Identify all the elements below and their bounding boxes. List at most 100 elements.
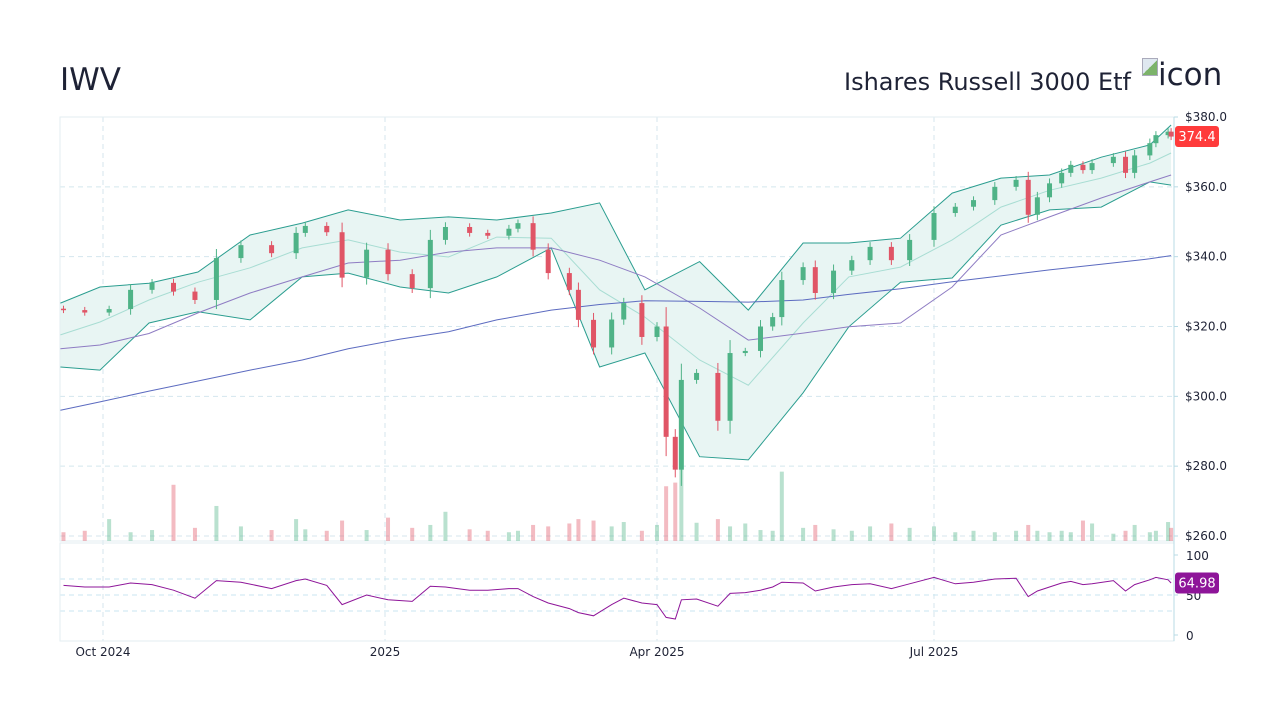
volume-bar (506, 532, 511, 541)
volume-bar (992, 532, 997, 541)
volume-bar (238, 526, 243, 541)
rsi-pane-frame (59, 542, 1175, 642)
candle-body (779, 280, 785, 318)
candle-body (770, 317, 776, 327)
volume-bar (813, 524, 818, 541)
candle-body (171, 282, 176, 292)
fund-name: Ishares Russell 3000 Etf (843, 68, 1131, 96)
volume-bar (1111, 533, 1116, 541)
candle-body (128, 289, 134, 310)
volume-bar (664, 486, 669, 541)
volume-bar (294, 519, 299, 541)
candle-body (1080, 164, 1086, 171)
volume-bar (82, 530, 87, 541)
price-tick-label: $380.0 (1185, 110, 1227, 124)
volume-bar (515, 530, 520, 541)
candle-body (442, 226, 448, 240)
volume-bar (971, 530, 976, 541)
volume-bar (1147, 532, 1152, 541)
candle-body (715, 372, 721, 421)
last-price-badge (1175, 126, 1219, 148)
candle-body (1132, 155, 1138, 173)
volume-bar (386, 517, 391, 541)
volume-bar (801, 527, 806, 541)
candle-body (831, 270, 837, 293)
volume-bar (932, 526, 936, 541)
volume-bar (1132, 524, 1137, 541)
volume-bar (907, 527, 912, 541)
volume-bar (953, 532, 958, 541)
candle-body (1059, 172, 1065, 184)
candle-body (485, 232, 491, 236)
candle-body (849, 260, 855, 271)
volume-bars (61, 468, 1174, 541)
candle-body (467, 226, 473, 233)
volume-bar (61, 532, 66, 541)
volume-bar (779, 471, 784, 541)
volume-bar (485, 530, 490, 541)
candlesticks (60, 128, 1174, 486)
candle-body (1165, 131, 1171, 136)
price-tick-label: $280.0 (1185, 459, 1227, 473)
candle-body (149, 282, 155, 290)
candle-body (1047, 183, 1053, 198)
sma200-line (60, 255, 1172, 411)
volume-bar (428, 524, 433, 541)
rsi-value-badge (1175, 572, 1219, 594)
candle-body (427, 239, 433, 289)
volume-bar (171, 484, 176, 541)
volume-bar (410, 527, 415, 541)
rsi-value-label: 64.98 (1178, 577, 1215, 592)
candle-body (530, 223, 536, 250)
candle-body (694, 372, 700, 380)
volume-bar (1080, 520, 1085, 541)
rsi-pane (63, 576, 1172, 620)
candle-body (566, 273, 572, 290)
volume-bar (1059, 530, 1064, 541)
time-tick-label: Apr 2025 (629, 645, 684, 659)
rsi-line (63, 576, 1172, 620)
logo-alt-text: icon (1158, 57, 1223, 93)
candle-body (742, 350, 748, 354)
candle-body (672, 436, 678, 470)
volume-bar (467, 529, 472, 541)
candle-body (269, 245, 275, 254)
volume-bar (591, 520, 596, 541)
volume-bar (715, 519, 720, 541)
candle-body (663, 326, 669, 437)
volume-bar (1014, 530, 1019, 541)
axes: $380.0 $360.0 $340.0 $320.0 $300.0 $280.0 $260… (75, 110, 1227, 659)
candle-body (1110, 156, 1116, 164)
candle-body (931, 213, 937, 240)
price-tick-label: $340.0 (1185, 250, 1227, 264)
candle-body (1089, 163, 1095, 171)
candle-body (506, 228, 512, 236)
volume-bar (831, 529, 836, 541)
candle-body (1153, 135, 1159, 144)
price-tick-label: $260.0 (1185, 529, 1227, 543)
volume-bar (1169, 527, 1174, 541)
bollinger-bands (60, 124, 1172, 461)
time-tick-label: 2025 (370, 645, 401, 659)
ticker-symbol: IWV (60, 62, 122, 98)
volume-bar (758, 530, 763, 541)
volume-bar (1026, 524, 1031, 541)
volume-bar (1123, 530, 1128, 541)
candle-body (339, 232, 345, 278)
candle-body (800, 267, 806, 281)
candle-body (1168, 131, 1174, 137)
volume-bar (1153, 530, 1158, 541)
candle-body (888, 246, 894, 261)
candle-body (867, 246, 873, 261)
volume-bar (1035, 530, 1040, 541)
time-tick-label: Oct 2024 (75, 645, 130, 659)
volume-bar (889, 523, 894, 541)
candle-body (545, 249, 551, 274)
volume-bar (150, 530, 155, 541)
bollinger-lower-line (60, 181, 1172, 461)
candle-body (192, 291, 198, 300)
candle-body (609, 319, 615, 348)
rsi-tick-label: 100 (1186, 549, 1209, 563)
volume-bar (107, 519, 112, 541)
